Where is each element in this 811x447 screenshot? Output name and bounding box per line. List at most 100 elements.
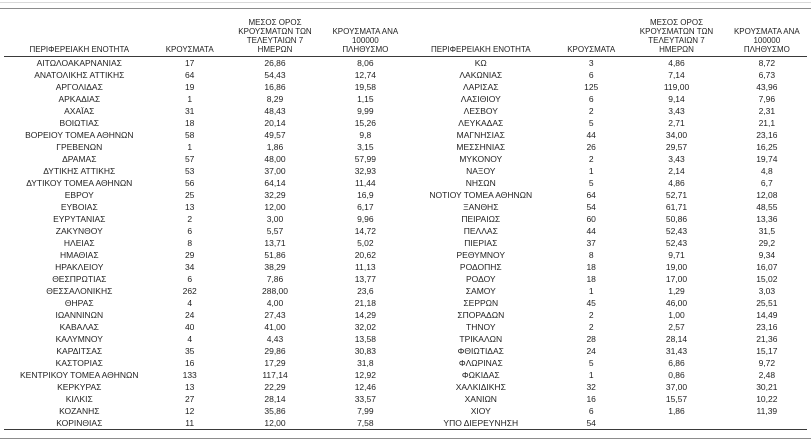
avg7-value: 26,86 xyxy=(264,58,286,68)
cases-value: 64 xyxy=(586,190,596,200)
per100k-value: 11,13 xyxy=(355,262,376,272)
per100k-value: 8,72 xyxy=(758,58,776,68)
per100k-value: 19,74 xyxy=(756,154,778,164)
avg7-value: 61,71 xyxy=(665,202,688,212)
avg7-value: 52,43 xyxy=(665,226,688,236)
region-name: ΚΩ xyxy=(474,58,487,68)
table-row: ΑΡΚΑΔΙΑΣ 1 8,29 1,15 xyxy=(4,93,406,105)
table-row: ΘΕΣΠΡΩΤΙΑΣ 6 7,86 13,77 xyxy=(4,273,406,285)
cases-value: 31 xyxy=(184,106,195,116)
region-name: ΘΕΣΠΡΩΤΙΑΣ xyxy=(52,274,107,284)
cases-value: 13 xyxy=(184,202,195,212)
avg7-value: 1,86 xyxy=(266,142,284,152)
cases-value: 35 xyxy=(184,346,195,356)
per100k-value: 9,99 xyxy=(357,106,374,116)
per100k-value: 31,8 xyxy=(357,358,374,368)
avg7-value: 1,86 xyxy=(668,406,685,416)
region-name: ΚΟΡΙΝΘΙΑΣ xyxy=(56,418,103,428)
cases-value: 40 xyxy=(184,322,195,332)
cases-value: 4 xyxy=(187,334,193,344)
table-row: ΧΑΛΚΙΔΙΚΗΣ 32 37,00 30,21 xyxy=(406,381,808,393)
cases-value: 45 xyxy=(586,298,596,308)
column-header-7day-average: ΜΕΣΟΣ ΟΡΟΣ ΚΡΟΥΣΜΑΤΩΝ ΤΩΝ ΤΕΛΕΥΤΑΙΩΝ 7 Η… xyxy=(639,18,714,54)
region-name: ΕΥΡΥΤΑΝΙΑΣ xyxy=(53,214,106,224)
table-row: ΚΕΝΤΡΙΚΟΥ ΤΟΜΕΑ ΑΘΗΝΩΝ 133 117,14 12,92 xyxy=(4,369,406,381)
avg7-value: 0,86 xyxy=(668,370,685,380)
region-name: ΑΝΑΤΟΛΙΚΗΣ ΑΤΤΙΚΗΣ xyxy=(34,70,125,80)
region-name: ΡΕΘΥΜΝΟΥ xyxy=(456,250,506,260)
cases-value: 1 xyxy=(187,94,193,104)
region-name: ΚΙΛΚΙΣ xyxy=(65,394,93,404)
avg7-value: 29,86 xyxy=(264,346,286,356)
per100k-value: 14,29 xyxy=(354,310,376,320)
region-name: ΤΡΙΚΑΛΩΝ xyxy=(459,334,503,344)
region-name: ΚΑΣΤΟΡΙΑΣ xyxy=(55,358,103,368)
table-row: ΠΕΙΡΑΙΩΣ 60 50,86 13,36 xyxy=(406,213,808,225)
per100k-value: 23,6 xyxy=(357,286,374,296)
table-row: ΦΛΩΡΙΝΑΣ 5 6,86 9,72 xyxy=(406,357,808,369)
region-name: ΣΕΡΡΩΝ xyxy=(463,298,499,308)
table-body-left: ΑΙΤΩΛΟΑΚΑΡΝΑΝΙΑΣ 17 26,86 8,06 ΑΝΑΤΟΛΙΚΗΣ ΑΤ… xyxy=(4,57,406,430)
region-name: ΥΠΟ ΔΙΕΡΕΥΝΗΣΗ xyxy=(443,418,519,428)
cases-value: 37 xyxy=(586,238,596,248)
avg7-value: 22,29 xyxy=(264,382,286,392)
table-row: ΚΟΡΙΝΘΙΑΣ 11 12,00 7,58 xyxy=(4,417,406,429)
region-name: ΣΠΟΡΑΔΩΝ xyxy=(457,310,505,320)
table-row: ΖΑΚΥΝΘΟΥ 6 5,57 14,72 xyxy=(4,225,406,237)
avg7-value: 17,00 xyxy=(665,274,688,284)
cases-value: 125 xyxy=(584,82,599,92)
per100k-value: 20,62 xyxy=(354,250,376,260)
cases-value: 8 xyxy=(187,238,193,248)
region-name: ΝΑΞΟΥ xyxy=(466,166,496,176)
avg7-value: 1,29 xyxy=(668,286,685,296)
cases-value: 27 xyxy=(184,394,195,404)
cases-value: 6 xyxy=(187,274,193,284)
cases-value: 6 xyxy=(187,226,193,236)
avg7-value: 1,00 xyxy=(668,310,685,320)
region-name: ΜΕΣΣΗΝΙΑΣ xyxy=(456,142,506,152)
region-name: ΡΟΔΟΠΗΣ xyxy=(459,262,502,272)
table-row: ΧΑΝΙΩΝ 16 15,57 10,22 xyxy=(406,393,808,405)
table-row: ΠΙΕΡΙΑΣ 37 52,43 29,2 xyxy=(406,237,808,249)
avg7-value: 4,00 xyxy=(266,298,284,308)
avg7-value: 48,00 xyxy=(264,154,286,164)
per100k-value: 3,15 xyxy=(357,142,374,152)
region-name: ΗΛΕΙΑΣ xyxy=(63,238,95,248)
region-name: ΘΕΣΣΑΛΟΝΙΚΗΣ xyxy=(46,286,113,296)
cases-value: 32 xyxy=(586,382,596,392)
avg7-value: 37,00 xyxy=(665,382,688,392)
column-header-region: ΠΕΡΙΦΕΡΕΙΑΚΗ ΕΝΟΤΗΤΑ xyxy=(430,45,531,54)
per100k-value: 12,08 xyxy=(756,190,778,200)
table-row: ΚΩ 3 4,86 8,72 xyxy=(406,57,808,69)
cases-value: 29 xyxy=(184,250,195,260)
per100k-value: 5,02 xyxy=(357,238,374,248)
cases-value: 54 xyxy=(586,418,596,428)
avg7-value: 117,14 xyxy=(262,370,288,380)
region-name: ΑΙΤΩΛΟΑΚΑΡΝΑΝΙΑΣ xyxy=(36,58,122,68)
cases-value: 18 xyxy=(184,118,195,128)
region-name: ΚΑΒΑΛΑΣ xyxy=(59,322,99,332)
avg7-value: 34,00 xyxy=(665,130,688,140)
avg7-value: 2,14 xyxy=(668,166,685,176)
avg7-value: 12,00 xyxy=(264,418,286,428)
cases-value: 5 xyxy=(588,358,594,368)
per100k-value: 23,16 xyxy=(756,130,778,140)
avg7-value: 41,00 xyxy=(264,322,286,332)
cases-value: 17 xyxy=(184,58,195,68)
table-row: ΛΑΡΙΣΑΣ 125 119,00 43,96 xyxy=(406,81,808,93)
per100k-value: 15,17 xyxy=(756,346,778,356)
table-row: ΝΗΣΩΝ 5 4,86 6,7 xyxy=(406,177,808,189)
region-name: ΚΟΖΑΝΗΣ xyxy=(59,406,100,416)
cases-value: 44 xyxy=(586,226,596,236)
table-row: ΧΙΟΥ 6 1,86 11,39 xyxy=(406,405,808,417)
per100k-value: 12,74 xyxy=(354,70,376,80)
avg7-value: 52,71 xyxy=(665,190,688,200)
table-row: ΜΥΚΟΝΟΥ 2 3,43 19,74 xyxy=(406,153,808,165)
region-name: ΚΕΝΤΡΙΚΟΥ ΤΟΜΕΑ ΑΘΗΝΩΝ xyxy=(20,370,139,380)
region-name: ΜΥΚΟΝΟΥ xyxy=(459,154,503,164)
table-row: ΗΛΕΙΑΣ 8 13,71 5,02 xyxy=(4,237,406,249)
cases-value: 2 xyxy=(588,154,594,164)
per100k-value: 12,46 xyxy=(354,382,376,392)
avg7-value: 49,57 xyxy=(264,130,286,140)
region-name: ΒΟΡΕΙΟΥ ΤΟΜΕΑ ΑΘΗΝΩΝ xyxy=(25,130,134,140)
